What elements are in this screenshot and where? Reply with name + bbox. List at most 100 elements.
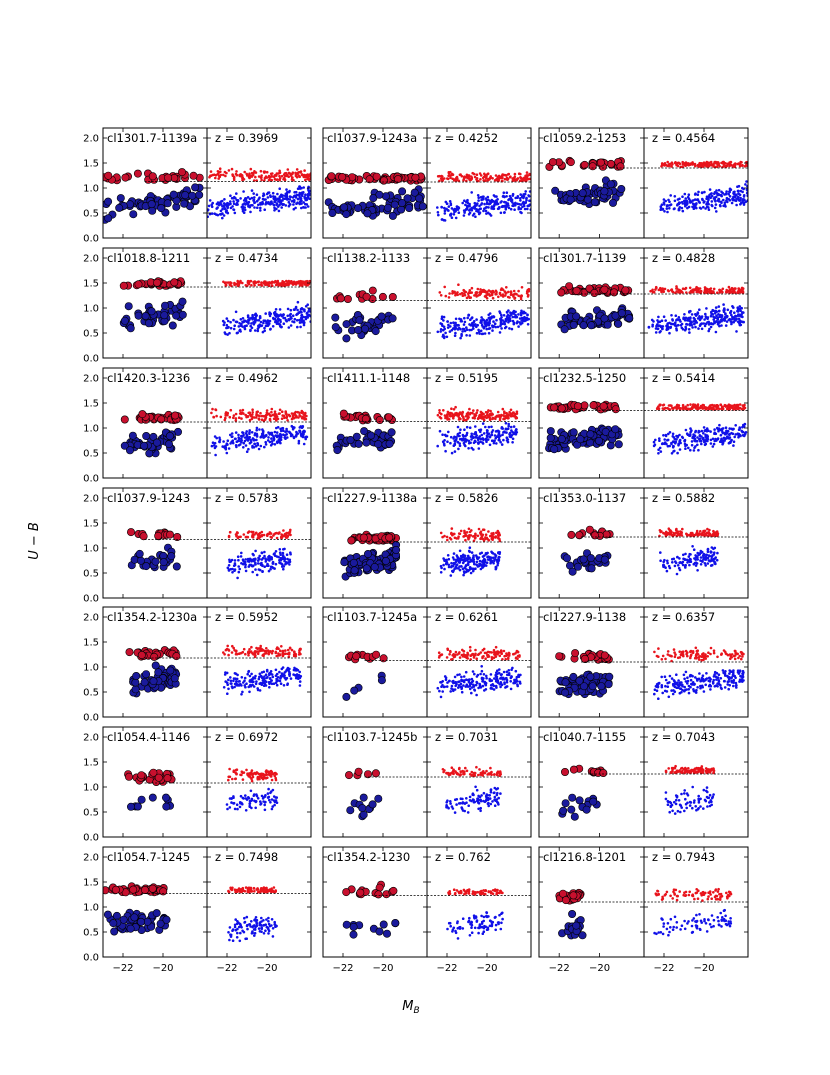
blue-galaxy-point <box>684 447 687 451</box>
blue-galaxy-point <box>223 446 227 450</box>
blue-galaxy-point <box>479 440 482 444</box>
blue-galaxy-point <box>452 321 455 325</box>
blue-galaxy-point <box>251 446 254 449</box>
blue-galaxy-point <box>261 430 265 433</box>
blue-galaxy-point <box>207 204 211 208</box>
cluster-panel: cl1059.2-1253 z = 0.4564 <box>538 127 749 239</box>
blue-galaxy-point <box>218 440 221 444</box>
blue-galaxy-point <box>460 334 463 338</box>
red-galaxy-point <box>693 162 697 166</box>
red-galaxy-point <box>237 281 240 285</box>
red-galaxy-point <box>444 294 448 298</box>
blue-galaxy-point <box>710 312 713 316</box>
blue-galaxy-marker <box>381 192 390 201</box>
blue-galaxy-point <box>282 567 285 571</box>
blue-galaxy-point <box>276 192 279 196</box>
blue-galaxy-point <box>283 316 287 320</box>
blue-galaxy-marker <box>144 319 153 328</box>
blue-galaxy-point <box>673 440 676 444</box>
blue-galaxy-point <box>475 434 479 437</box>
blue-galaxy-point <box>274 550 278 553</box>
blue-galaxy-point <box>728 427 731 430</box>
blue-galaxy-point <box>725 320 729 323</box>
blue-galaxy-point <box>229 433 232 437</box>
blue-galaxy-point <box>468 334 472 337</box>
red-galaxy-point <box>719 403 723 407</box>
blue-galaxy-point <box>526 207 529 211</box>
red-galaxy-point <box>223 170 227 174</box>
blue-galaxy-point <box>269 565 273 569</box>
blue-galaxy-point <box>704 315 708 318</box>
blue-galaxy-marker <box>388 211 397 220</box>
red-galaxy-point <box>687 163 690 167</box>
blue-galaxy-point <box>497 436 501 440</box>
blue-galaxy-marker <box>371 327 380 336</box>
blue-galaxy-point <box>488 320 491 323</box>
blue-galaxy-point <box>665 327 669 331</box>
red-galaxy-point <box>467 292 470 296</box>
red-galaxy-point <box>264 413 268 417</box>
blue-galaxy-point <box>738 193 742 197</box>
red-galaxy-point <box>701 165 705 168</box>
blue-galaxy-point <box>697 190 700 194</box>
blue-galaxy-point <box>234 203 238 206</box>
blue-galaxy-point <box>684 428 688 432</box>
blue-galaxy-marker <box>142 431 151 440</box>
big-galaxy-points <box>120 410 183 458</box>
blue-galaxy-point <box>720 315 723 319</box>
red-galaxy-point <box>475 411 479 415</box>
blue-galaxy-point <box>710 192 713 195</box>
red-galaxy-point <box>667 163 671 166</box>
blue-galaxy-point <box>519 193 522 196</box>
blue-galaxy-point <box>693 198 697 201</box>
red-galaxy-point <box>478 293 482 297</box>
red-galaxy-point <box>294 416 298 419</box>
blue-galaxy-point <box>247 320 250 324</box>
blue-galaxy-point <box>261 200 264 204</box>
red-galaxy-point <box>742 406 746 410</box>
blue-galaxy-point <box>246 202 250 206</box>
blue-galaxy-point <box>709 325 713 329</box>
plot-frame <box>426 127 532 239</box>
blue-galaxy-point <box>510 313 513 316</box>
blue-galaxy-point <box>674 314 678 318</box>
blue-galaxy-point <box>656 327 660 331</box>
panel-grid: 0.00.51.01.52.0 cl1301.7-1139a z = 0.3969 c… <box>83 127 749 974</box>
blue-galaxy-point <box>723 431 727 435</box>
blue-galaxy-point <box>454 210 457 213</box>
blue-galaxy-point <box>745 191 748 195</box>
blue-galaxy-point <box>465 431 469 435</box>
red-galaxy-point <box>507 172 511 176</box>
red-galaxy-marker <box>153 278 162 287</box>
blue-galaxy-point <box>507 321 510 324</box>
blue-galaxy-point <box>242 562 246 566</box>
blue-galaxy-point <box>739 189 743 193</box>
blue-galaxy-point <box>477 212 481 216</box>
red-galaxy-point <box>731 287 735 291</box>
blue-galaxy-marker <box>115 203 124 212</box>
red-galaxy-point <box>438 409 441 412</box>
blue-galaxy-marker <box>387 428 396 437</box>
blue-galaxy-point <box>481 437 485 440</box>
blue-galaxy-point <box>436 211 440 214</box>
red-galaxy-point <box>476 409 479 412</box>
blue-galaxy-point <box>259 206 262 210</box>
red-galaxy-point <box>482 412 485 416</box>
red-galaxy-point <box>229 408 233 412</box>
red-galaxy-marker <box>600 285 609 294</box>
blue-galaxy-point <box>665 324 668 328</box>
blue-galaxy-point <box>695 313 699 316</box>
y-tick-label: 0.0 <box>83 594 99 605</box>
red-galaxy-point <box>305 414 308 418</box>
blue-galaxy-point <box>742 423 745 427</box>
blue-galaxy-point <box>449 321 453 325</box>
blue-galaxy-point <box>492 315 495 318</box>
redshift-label: z = 0.4252 <box>435 131 498 145</box>
red-galaxy-point <box>280 535 283 539</box>
blue-galaxy-point <box>268 322 271 325</box>
blue-galaxy-point <box>511 194 515 197</box>
blue-galaxy-point <box>681 202 684 205</box>
blue-galaxy-point <box>698 437 702 441</box>
blue-galaxy-point <box>268 319 272 323</box>
red-galaxy-point <box>232 416 235 420</box>
